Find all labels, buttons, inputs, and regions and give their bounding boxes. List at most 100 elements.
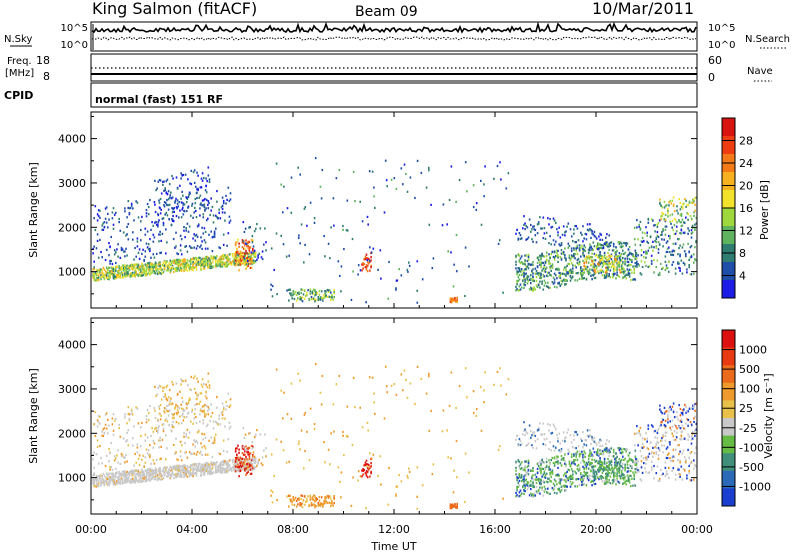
power-cell <box>175 231 177 234</box>
power-cell <box>590 245 592 248</box>
power-cell <box>581 233 583 236</box>
power-cell <box>142 264 144 267</box>
power-cell <box>250 260 252 263</box>
power-cell <box>552 255 555 259</box>
power-cell <box>294 290 297 293</box>
power-cell <box>100 250 102 254</box>
power-cell <box>325 294 327 297</box>
power-cell <box>209 213 211 217</box>
power-cell <box>93 217 95 220</box>
power-cell <box>525 238 527 241</box>
power-cell <box>200 186 203 189</box>
power-cell <box>567 271 570 274</box>
power-cell <box>251 235 254 238</box>
power-cell <box>238 252 240 255</box>
power-cell <box>543 232 546 235</box>
velocity-cell <box>299 503 301 506</box>
power-cell <box>112 269 115 272</box>
velocity-cell <box>290 500 292 503</box>
power-cell <box>676 209 678 212</box>
power-cell <box>128 268 131 272</box>
velocity-cell <box>143 476 145 479</box>
power-cell <box>636 219 638 222</box>
power-cell <box>186 259 189 262</box>
power-cell <box>222 262 225 265</box>
power-cell <box>575 249 577 252</box>
power-cell <box>694 258 696 261</box>
velocity-cell <box>364 464 367 467</box>
power-cell <box>641 236 644 239</box>
power-cell <box>657 235 660 238</box>
velocity-cell <box>100 482 102 485</box>
velocity-cell <box>210 436 212 439</box>
power-cell <box>516 228 518 231</box>
power-cell <box>674 267 677 270</box>
velocity-cell <box>234 460 237 463</box>
power-cell <box>522 273 524 276</box>
power-cell <box>270 288 272 291</box>
velocity-cell <box>159 385 162 388</box>
power-cell <box>618 275 621 278</box>
power-cell <box>327 290 330 294</box>
velocity-cell <box>115 483 117 486</box>
power-cell <box>638 264 640 267</box>
velocity-cell <box>309 498 312 501</box>
velocity-cell <box>184 474 186 477</box>
velocity-cell <box>100 480 102 483</box>
velocity-cell <box>154 427 156 430</box>
power-cell <box>163 260 166 263</box>
velocity-cell <box>174 407 176 410</box>
velocity-cell <box>94 411 97 414</box>
velocity-cell <box>133 469 135 472</box>
power-cell <box>331 294 333 297</box>
power-cell <box>532 225 534 228</box>
velocity-cell <box>130 477 133 481</box>
power-cell <box>617 274 620 277</box>
power-cell <box>149 269 151 272</box>
velocity-cell <box>248 463 251 466</box>
power-cell <box>542 237 545 240</box>
power-cell <box>314 300 316 303</box>
power-cell <box>97 274 100 277</box>
velocity-cell <box>126 431 128 434</box>
power-cell <box>561 272 564 275</box>
velocity-cell <box>183 431 185 435</box>
power-cell <box>600 261 602 264</box>
power-cell <box>671 199 674 202</box>
power-cell <box>188 193 190 196</box>
power-cell <box>321 168 324 172</box>
velocity-cell <box>248 446 251 449</box>
power-cell <box>679 267 681 270</box>
velocity-cell <box>180 444 183 447</box>
velocity-cell <box>186 428 189 431</box>
velocity-cell <box>209 472 211 475</box>
velocity-cell <box>241 463 244 466</box>
power-cell <box>265 249 267 252</box>
velocity-cell <box>212 427 215 430</box>
power-cell <box>626 268 629 271</box>
velocity-cell <box>295 499 298 502</box>
velocity-cell <box>208 407 210 411</box>
velocity-cell <box>135 461 137 464</box>
velocity-cell <box>168 402 171 405</box>
velocity-cell <box>218 417 220 420</box>
power-cell <box>691 224 694 227</box>
colorbar-tick-label: 20 <box>739 180 753 193</box>
power-cell <box>634 262 637 265</box>
velocity-cell <box>197 393 199 396</box>
power-cell <box>367 223 369 226</box>
power-cell <box>593 273 596 276</box>
power-cell <box>132 265 134 268</box>
power-cell <box>694 196 696 200</box>
power-cell <box>116 248 118 251</box>
power-cell <box>263 243 265 246</box>
power-cell <box>252 249 254 252</box>
power-cell <box>190 169 193 172</box>
power-cell <box>668 270 670 273</box>
power-cell <box>215 263 217 266</box>
velocity-cell <box>362 469 364 472</box>
power-cell <box>215 265 217 268</box>
power-cell <box>694 209 696 212</box>
power-cell <box>323 294 325 297</box>
velocity-cell <box>155 395 157 398</box>
